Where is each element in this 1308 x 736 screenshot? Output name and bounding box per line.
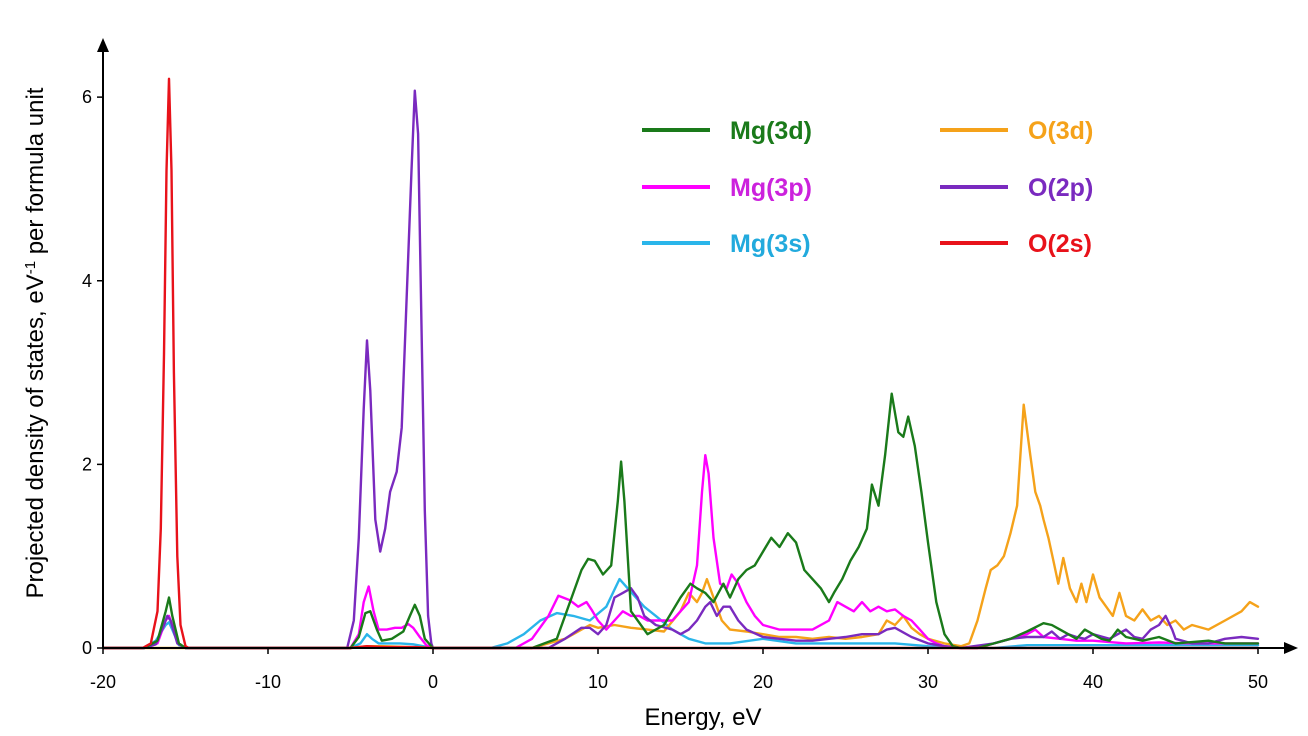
legend-label: Mg(3p) bbox=[730, 174, 812, 202]
x-tick-label: 10 bbox=[588, 672, 608, 692]
series-line-mg-3d bbox=[101, 392, 1260, 650]
y-tick-label: 6 bbox=[82, 87, 92, 107]
legend-label: O(2s) bbox=[1028, 230, 1092, 258]
x-axis-arrow bbox=[1284, 642, 1298, 654]
x-tick-label: 20 bbox=[753, 672, 773, 692]
x-tick-label: -20 bbox=[90, 672, 116, 692]
x-axis-title: Energy, eV bbox=[645, 704, 762, 731]
y-axis-title-tail: per formula unit bbox=[22, 87, 49, 261]
x-tick-label: 0 bbox=[428, 672, 438, 692]
legend-label: Mg(3s) bbox=[730, 230, 811, 258]
legend-label: O(3d) bbox=[1028, 117, 1093, 145]
axes-layer bbox=[97, 38, 1298, 654]
y-tick-label: 2 bbox=[82, 454, 92, 474]
y-axis-title-main: Projected density of states, eV bbox=[22, 274, 49, 598]
legend-label: Mg(3d) bbox=[730, 117, 812, 145]
series-line-o-2p bbox=[101, 89, 1260, 650]
y-tick-label: 0 bbox=[82, 638, 92, 658]
legend: Mg(3d) Mg(3p) Mg(3s) O(3d) O(2p) O(2s) bbox=[642, 117, 1093, 258]
x-tick-label: 30 bbox=[918, 672, 938, 692]
y-tick-label: 4 bbox=[82, 271, 92, 291]
series-line-o-3d bbox=[101, 403, 1260, 650]
series-layer bbox=[101, 77, 1260, 650]
y-axis-title-superscript: -1 bbox=[22, 261, 39, 274]
series-line-mg-3p bbox=[101, 454, 1260, 650]
series-line-o-2s bbox=[101, 77, 1260, 650]
y-axis-title: Projected density of states, eV-1 per fo… bbox=[22, 87, 50, 598]
y-axis-arrow bbox=[97, 38, 109, 52]
legend-label: O(2p) bbox=[1028, 174, 1093, 202]
x-tick-label: 50 bbox=[1248, 672, 1268, 692]
x-tick-label: -10 bbox=[255, 672, 281, 692]
ticks-layer: -20 -10 0 10 20 30 40 50 0 2 4 6 bbox=[82, 87, 1268, 692]
x-tick-label: 40 bbox=[1083, 672, 1103, 692]
